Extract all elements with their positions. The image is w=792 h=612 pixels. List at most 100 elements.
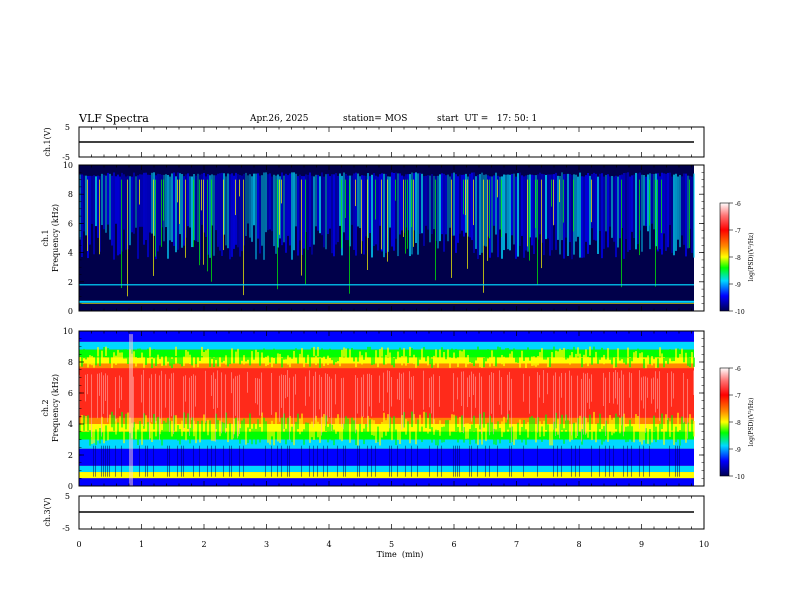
spectrogram-speckle: [469, 375, 470, 398]
spectrogram-column: [195, 354, 197, 365]
spectrogram-column: [269, 353, 271, 363]
spectrogram-column: [257, 173, 259, 239]
spectrogram-speckle: [319, 374, 320, 410]
spectrogram-column: [123, 349, 125, 359]
spectrogram-column: [367, 346, 369, 357]
spectrogram-dark-streak: [93, 445, 94, 477]
spectrogram-column: [273, 174, 275, 247]
spectrogram-spike: [387, 179, 388, 262]
spectrogram-column: [431, 358, 433, 368]
spectrogram-dark-streak: [389, 445, 390, 477]
spectrogram-spike: [121, 179, 122, 289]
spectrogram-column: [405, 356, 407, 366]
spectrogram-column: [651, 426, 653, 443]
ch1-spectrogram-panel: 0 2 4 6 8 10 ch.1 Frequency (kHz) -6 -7 -8 -9 -10…: [41, 161, 755, 316]
spectrogram-column: [627, 347, 629, 357]
spectrogram-column: [487, 349, 489, 359]
spectrogram-column: [613, 417, 615, 434]
spectrogram-column: [163, 420, 165, 437]
spectrogram-column: [373, 355, 375, 365]
spectrogram-speckle: [369, 373, 370, 407]
spectrogram-speckle: [257, 378, 258, 405]
spectrogram-column: [599, 413, 601, 430]
x-axis-tick-labels: 0 1 2 3 4 5 6 7 8 9 10: [76, 540, 709, 549]
spectrogram-column: [385, 354, 387, 365]
spectrogram-spike: [127, 179, 128, 297]
spectrogram-column: [337, 351, 339, 362]
spectrogram-column: [339, 173, 341, 226]
spectrogram-column: [539, 352, 541, 362]
spectrogram-column: [683, 421, 685, 438]
spectrogram-dark-streak: [453, 445, 454, 477]
x-tick-label: 4: [326, 540, 331, 549]
spectrogram-dark-streak: [523, 445, 524, 477]
spectrogram-column: [99, 427, 101, 444]
x-tick-label: 8: [576, 540, 581, 549]
spectrogram-column: [237, 348, 239, 359]
spectrogram-speckle: [553, 375, 554, 430]
spectrogram-dark-streak: [289, 445, 290, 477]
spectrogram-column: [221, 353, 223, 363]
spectrogram-speckle: [295, 374, 296, 395]
spectrogram-column: [155, 356, 157, 367]
spectrogram-column: [245, 352, 247, 362]
spectrogram-column: [357, 352, 359, 362]
spectrogram-column: [647, 355, 649, 365]
spectrogram-speckle: [547, 372, 548, 395]
spectrogram-column: [93, 427, 95, 444]
spectrogram-column: [417, 419, 419, 436]
spectrogram-column: [577, 347, 579, 357]
spectrogram-column: [277, 425, 279, 442]
spectrogram-column: [419, 172, 421, 234]
colorbar-tick-label: -6: [735, 366, 741, 373]
spectrogram-dark-streak: [327, 445, 328, 477]
spectrogram-dark-streak: [211, 445, 212, 477]
spectrogram-column: [229, 423, 231, 439]
spectrogram-column: [677, 412, 679, 429]
spectrogram-dark-streak: [677, 445, 678, 477]
spectrogram-column: [427, 175, 429, 230]
y-tick-label: 8: [68, 190, 73, 199]
spectrogram-column: [335, 418, 337, 434]
spectrogram-column: [551, 429, 553, 446]
spectrogram-column: [441, 173, 443, 235]
spectrogram-column: [343, 347, 345, 357]
spectrogram-column: [477, 346, 479, 356]
spectrogram-column: [555, 350, 557, 361]
spectrogram-column: [587, 422, 589, 438]
spectrogram-column: [389, 352, 391, 362]
spectrogram-column: [81, 174, 83, 258]
spectrogram-column: [181, 420, 183, 437]
spectrogram-speckle: [233, 378, 234, 439]
spectrogram-column: [491, 422, 493, 438]
spectrogram-column: [243, 355, 245, 365]
spectrogram-spike: [203, 179, 204, 265]
spectrogram-column: [665, 351, 667, 361]
spectrogram-column: [685, 352, 687, 363]
spectrogram-speckle: [211, 375, 212, 396]
spectrogram-column: [531, 415, 533, 432]
spectrogram-column: [545, 414, 547, 430]
spectrogram-spike: [487, 179, 488, 261]
spectrogram-column: [677, 176, 679, 240]
spectrogram-column: [247, 427, 249, 443]
spectrogram-speckle: [617, 372, 618, 405]
spectrogram-column: [635, 351, 637, 361]
spectrogram-speckle: [641, 377, 642, 401]
spectrogram-column: [523, 351, 525, 361]
spectrogram-column: [351, 347, 353, 358]
spectrogram-speckle: [213, 372, 214, 409]
spectrogram-column: [135, 357, 137, 367]
spectrogram-column: [153, 348, 155, 359]
spectrogram-column: [509, 427, 511, 444]
spectrogram-spike: [435, 179, 436, 281]
spectrogram-column: [687, 175, 689, 249]
spectrogram-column: [601, 347, 603, 358]
spectrogram-dark-streak: [181, 445, 182, 477]
spectrogram-column: [115, 419, 117, 435]
spectrogram-column: [639, 426, 641, 442]
spectrogram-column: [377, 357, 379, 368]
spectrogram-column: [593, 346, 595, 356]
x-tick-label: 6: [451, 540, 456, 549]
spectrogram-column: [533, 356, 535, 366]
